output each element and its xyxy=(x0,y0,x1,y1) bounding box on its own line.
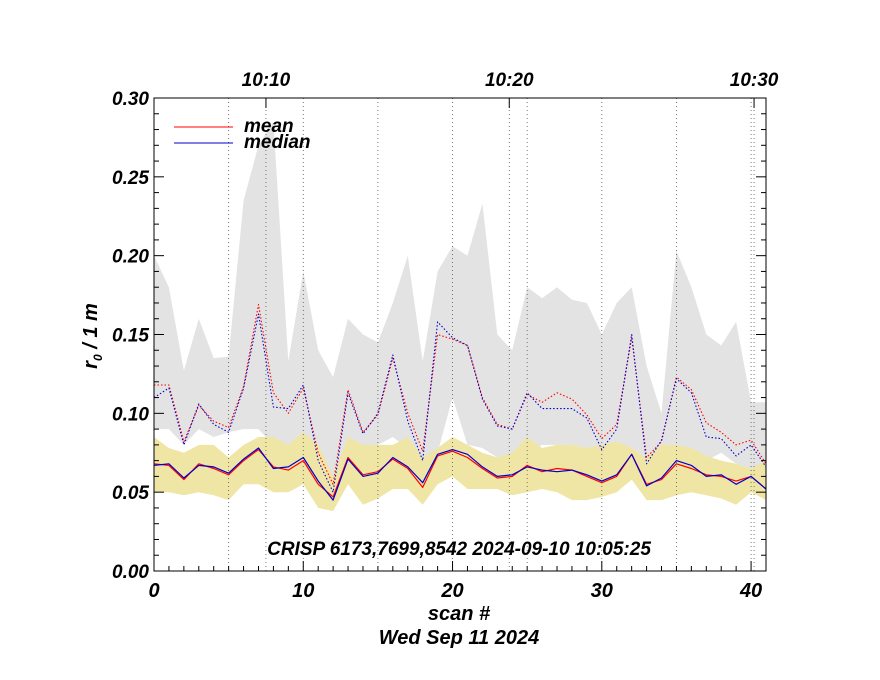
series-median-dotted xyxy=(153,313,767,493)
series-mean-solid xyxy=(153,449,767,498)
top-time-label: 10:10 xyxy=(242,70,291,91)
x-tick-label: 0 xyxy=(148,580,159,602)
y-axis-label-subscript: 0 xyxy=(91,354,105,361)
legend-mean-label: mean xyxy=(244,116,294,137)
y-tick-label: 0.10 xyxy=(112,404,149,425)
x-tick-label: 20 xyxy=(440,580,463,602)
x-tick-label: 10 xyxy=(292,580,314,602)
series-layer xyxy=(153,303,767,501)
legend-median-label: median xyxy=(244,132,311,153)
top-time-label: 10:20 xyxy=(485,70,534,91)
y-tick-label: 0.05 xyxy=(112,483,149,504)
chart-annotation: CRISP 6173,7699,8542 2024-09-10 10:05:25 xyxy=(267,539,651,560)
y-axis-label: r0 / 1 m xyxy=(80,303,105,369)
series-median-solid xyxy=(153,447,767,501)
y-tick-label: 0.30 xyxy=(112,89,149,110)
y-axis-label-rest: / 1 m xyxy=(80,303,102,354)
top-time-label: 10:30 xyxy=(730,70,779,91)
top-time-labels: 10:10 10:20 10:30 xyxy=(242,70,779,91)
bands-layer xyxy=(154,121,766,512)
legend: mean median xyxy=(174,116,311,153)
y-tick-label: 0.20 xyxy=(112,247,149,268)
x-tick-label: 40 xyxy=(739,580,762,602)
date-label: Wed Sep 11 2024 xyxy=(379,627,539,649)
y-tick-label: 0.00 xyxy=(112,562,149,583)
series-mean-dotted xyxy=(154,303,767,485)
x-axis-label: scan # xyxy=(428,603,491,625)
yellow-spread-band xyxy=(154,432,766,512)
gray-spread-band xyxy=(154,121,766,477)
vertical-gridlines xyxy=(228,98,755,571)
y-tick-label: 0.15 xyxy=(112,326,149,347)
x-tick-labels: 0 10 20 30 40 xyxy=(148,580,762,602)
y-tick-label: 0.25 xyxy=(112,168,149,189)
y-axis-label-main: r xyxy=(80,360,102,369)
tick-marks xyxy=(153,97,766,572)
y-tick-labels: 0.00 0.05 0.10 0.15 0.20 0.25 0.30 xyxy=(112,89,149,583)
x-tick-label: 30 xyxy=(591,580,613,602)
